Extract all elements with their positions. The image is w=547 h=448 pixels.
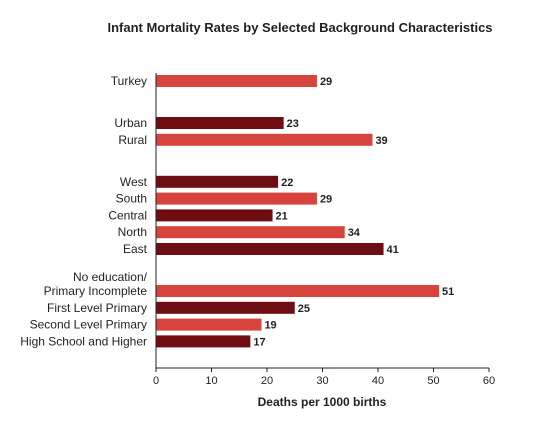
value-label-1: 23 (287, 118, 299, 130)
category-label-2: Rural (118, 133, 147, 147)
value-label-7: 41 (387, 244, 399, 256)
category-label-11: High School and Higher (20, 334, 147, 348)
value-label-10: 19 (264, 320, 276, 332)
x-tick-label-2: 20 (261, 375, 273, 387)
value-label-3: 22 (281, 177, 293, 189)
value-label-0: 29 (320, 76, 332, 88)
value-label-9: 25 (298, 303, 310, 315)
value-label-2: 39 (375, 135, 387, 147)
category-label-0: Turkey (111, 74, 147, 88)
category-label-7: East (123, 242, 148, 256)
bar-4 (156, 192, 317, 205)
x-axis-label: Deaths per 1000 births (258, 395, 387, 409)
value-label-8: 51 (442, 286, 454, 298)
value-label-11: 17 (253, 336, 265, 348)
x-tick-label-1: 10 (205, 375, 217, 387)
category-label-6: North (118, 225, 147, 239)
value-label-4: 29 (320, 194, 332, 206)
x-tick-label-4: 40 (372, 375, 384, 387)
value-label-6: 34 (348, 227, 361, 239)
bar-5 (156, 209, 273, 222)
bar-2 (156, 133, 373, 146)
x-tick-label-3: 30 (316, 375, 328, 387)
category-label-3: West (120, 175, 148, 189)
category-label-9: First Level Primary (47, 301, 147, 315)
category-label-4: South (116, 192, 147, 206)
bar-10 (156, 318, 262, 331)
x-axis: 0 10 20 30 40 50 60 (153, 73, 495, 387)
x-tick-label-0: 0 (153, 375, 159, 387)
category-label-1: Urban (114, 116, 147, 130)
x-tick-label-5: 50 (427, 375, 439, 387)
bar-9 (156, 301, 295, 314)
bar-0 (156, 75, 317, 87)
bar-7 (156, 243, 384, 255)
x-tick-label-6: 60 (483, 375, 495, 387)
value-label-5: 21 (276, 210, 288, 222)
category-label-5: Central (108, 208, 147, 222)
bar-11 (156, 335, 251, 348)
bars-layer: Turkey 29 Urban 23 Rural 39 West 22 South 29 Centr… (20, 74, 454, 348)
category-label-8-line-1: Primary Incomplete (44, 284, 148, 298)
chart-title: Infant Mortality Rates by Selected Backg… (107, 20, 492, 35)
category-label-8-line-0: No education/ (73, 270, 148, 284)
category-label-10: Second Level Primary (30, 318, 147, 332)
bar-3 (156, 175, 279, 188)
bar-8 (156, 285, 440, 297)
bar-1 (156, 117, 284, 129)
bar-6 (156, 226, 345, 239)
